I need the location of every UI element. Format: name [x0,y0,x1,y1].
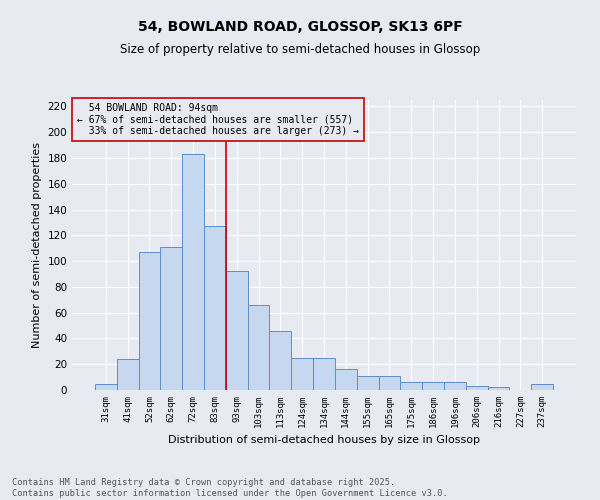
Text: 54 BOWLAND ROAD: 94sqm
← 67% of semi-detached houses are smaller (557)
  33% of : 54 BOWLAND ROAD: 94sqm ← 67% of semi-det… [77,103,359,136]
Bar [400,382,422,390]
Y-axis label: Number of semi-detached properties: Number of semi-detached properties [32,142,42,348]
Bar [204,226,226,390]
Bar [379,376,400,390]
Bar [335,370,357,390]
Bar [269,330,291,390]
Text: Size of property relative to semi-detached houses in Glossop: Size of property relative to semi-detach… [120,42,480,56]
Bar [313,358,335,390]
Bar [488,388,509,390]
Bar [248,305,269,390]
Bar [160,247,182,390]
Bar [139,252,160,390]
Bar [422,382,444,390]
Bar [182,154,204,390]
Text: 54, BOWLAND ROAD, GLOSSOP, SK13 6PF: 54, BOWLAND ROAD, GLOSSOP, SK13 6PF [137,20,463,34]
Bar [226,272,248,390]
Bar [291,358,313,390]
X-axis label: Distribution of semi-detached houses by size in Glossop: Distribution of semi-detached houses by … [168,436,480,446]
Bar [531,384,553,390]
Bar [95,384,117,390]
Text: Contains HM Land Registry data © Crown copyright and database right 2025.
Contai: Contains HM Land Registry data © Crown c… [12,478,448,498]
Bar [357,376,379,390]
Bar [466,386,488,390]
Bar [444,382,466,390]
Bar [117,359,139,390]
